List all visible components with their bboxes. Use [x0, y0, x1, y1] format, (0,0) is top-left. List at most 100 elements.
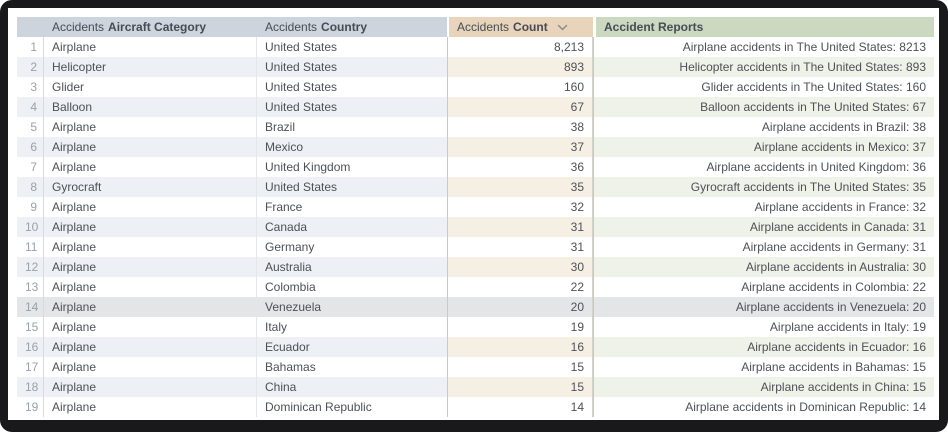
- cell-aircraft-category: Helicopter: [44, 57, 257, 77]
- cell-count: 160: [447, 77, 593, 97]
- row-number: 10: [17, 217, 44, 237]
- row-number: 13: [17, 277, 44, 297]
- cell-count: 20: [447, 297, 593, 317]
- cell-count: 8,213: [447, 37, 593, 57]
- cell-accident-report: Airplane accidents in Colombia: 22: [593, 277, 934, 297]
- header-label: Aircraft Category: [108, 20, 207, 34]
- table-row[interactable]: 7 Airplane United Kingdom 36 Airplane ac…: [17, 157, 934, 177]
- cell-aircraft-category: Airplane: [44, 297, 257, 317]
- cell-aircraft-category: Airplane: [44, 277, 257, 297]
- table-row[interactable]: 10 Airplane Canada 31 Airplane accidents…: [17, 217, 934, 237]
- row-number: 15: [17, 317, 44, 337]
- row-number: 1: [17, 37, 44, 57]
- cell-country: Dominican Republic: [265, 400, 372, 414]
- row-number: 16: [17, 337, 44, 357]
- table-body: 1 Airplane United States 8,213 Airplane …: [17, 37, 934, 417]
- header-label: Count: [513, 20, 548, 34]
- cell-country: United States: [265, 40, 338, 54]
- cell-country: Colombia: [265, 280, 316, 294]
- cell-country: Brazil: [265, 120, 296, 134]
- cell-accident-report: Airplane accidents in Bahamas: 15: [593, 357, 934, 377]
- cell-country: China: [257, 377, 447, 397]
- cell-aircraft-category: Airplane: [44, 237, 257, 257]
- cell-count: 67: [447, 97, 593, 117]
- cell-accident-report: Airplane accidents in Germany: 31: [593, 237, 934, 257]
- cell-accident-report: Airplane accidents in Australia: 30: [593, 257, 934, 277]
- cell-count: 19: [447, 317, 593, 337]
- table-panel: Accidents Aircraft Category Accidents Co…: [8, 8, 939, 420]
- cell-aircraft-category: Airplane: [44, 137, 257, 157]
- row-number: 4: [17, 97, 44, 117]
- cell-country: United States: [257, 57, 447, 77]
- table-row[interactable]: 12 Airplane Australia 30 Airplane accide…: [17, 257, 934, 277]
- cell-accident-report: Airplane accidents in The United States:…: [593, 37, 934, 57]
- cell-country: Canada: [257, 217, 447, 237]
- cell-accident-report: Airplane accidents in Dominican Republic…: [593, 397, 934, 417]
- header-row-number: [17, 17, 44, 37]
- header-aircraft-category[interactable]: Accidents Aircraft Category: [44, 17, 257, 37]
- table-row[interactable]: 11 Airplane Germany 31 Airplane accident…: [17, 237, 934, 257]
- cell-count: 37: [447, 137, 593, 157]
- table-row[interactable]: 2 Helicopter United States 893 Helicopte…: [17, 57, 934, 77]
- cell-accident-report: Airplane accidents in Italy: 19: [593, 317, 934, 337]
- cell-aircraft-category: Gyrocraft: [44, 177, 257, 197]
- table-row[interactable]: 13 Airplane Colombia 22 Airplane acciden…: [17, 277, 934, 297]
- cell-aircraft-category: Balloon: [44, 97, 257, 117]
- cell-accident-report: Airplane accidents in Canada: 31: [593, 217, 934, 237]
- table-row[interactable]: 5 Airplane Brazil 38 Airplane accidents …: [17, 117, 934, 137]
- cell-aircraft-category: Airplane: [44, 377, 257, 397]
- cell-country: United States: [257, 97, 447, 117]
- cell-accident-report: Airplane accidents in France: 32: [593, 197, 934, 217]
- table-row[interactable]: 3 Glider United States 160 Glider accide…: [17, 77, 934, 97]
- cell-country: United Kingdom: [265, 160, 351, 174]
- table-row[interactable]: 15 Airplane Italy 19 Airplane accidents …: [17, 317, 934, 337]
- cell-aircraft-category: Airplane: [44, 397, 257, 417]
- cell-count: 15: [447, 377, 593, 397]
- cell-count: 15: [447, 357, 593, 377]
- row-number: 6: [17, 137, 44, 157]
- row-number: 7: [17, 157, 44, 177]
- cell-count: 16: [447, 337, 593, 357]
- table-row[interactable]: 8 Gyrocraft United States 35 Gyrocraft a…: [17, 177, 934, 197]
- cell-aircraft-category: Airplane: [44, 37, 257, 57]
- header-prefix: Accidents: [457, 20, 510, 34]
- cell-country: Australia: [257, 257, 447, 277]
- row-number: 14: [17, 297, 44, 317]
- header-label: Country: [321, 20, 368, 34]
- cell-country: Venezuela: [257, 297, 447, 317]
- cell-count: 893: [447, 57, 593, 77]
- cell-count: 30: [447, 257, 593, 277]
- cell-country: Ecuador: [257, 337, 447, 357]
- table-row[interactable]: 19 Airplane Dominican Republic 14 Airpla…: [17, 397, 934, 417]
- table-row[interactable]: 1 Airplane United States 8,213 Airplane …: [17, 37, 934, 57]
- table-row[interactable]: 16 Airplane Ecuador 16 Airplane accident…: [17, 337, 934, 357]
- header-count[interactable]: Accidents Count: [447, 17, 593, 37]
- cell-country: Bahamas: [265, 360, 316, 374]
- table-row[interactable]: 9 Airplane France 32 Airplane accidents …: [17, 197, 934, 217]
- table-row[interactable]: 4 Balloon United States 67 Balloon accid…: [17, 97, 934, 117]
- cell-aircraft-category: Airplane: [44, 117, 257, 137]
- table-row[interactable]: 18 Airplane China 15 Airplane accidents …: [17, 377, 934, 397]
- header-accident-reports[interactable]: Accident Reports: [593, 17, 934, 37]
- cell-accident-report: Helicopter accidents in The United State…: [593, 57, 934, 77]
- header-country[interactable]: Accidents Country: [257, 17, 447, 37]
- table-row[interactable]: 17 Airplane Bahamas 15 Airplane accident…: [17, 357, 934, 377]
- cell-country: Italy: [265, 320, 288, 334]
- sort-descending-icon[interactable]: [557, 20, 568, 34]
- cell-aircraft-category: Airplane: [44, 217, 257, 237]
- cell-aircraft-category: Airplane: [44, 257, 257, 277]
- cell-accident-report: Airplane accidents in United Kingdom: 36: [593, 157, 934, 177]
- cell-accident-report: Glider accidents in The United States: 1…: [593, 77, 934, 97]
- cell-count: 35: [447, 177, 593, 197]
- cell-accident-report: Airplane accidents in China: 15: [593, 377, 934, 397]
- table-row[interactable]: 6 Airplane Mexico 37 Airplane accidents …: [17, 137, 934, 157]
- header-prefix: Accidents: [265, 20, 318, 34]
- cell-accident-report: Balloon accidents in The United States: …: [593, 97, 934, 117]
- row-number: 19: [17, 397, 44, 417]
- table-row[interactable]: 14 Airplane Venezuela 20 Airplane accide…: [17, 297, 934, 317]
- cell-aircraft-category: Glider: [44, 77, 257, 97]
- row-number: 11: [17, 237, 44, 257]
- row-number: 12: [17, 257, 44, 277]
- cell-count: 36: [447, 157, 593, 177]
